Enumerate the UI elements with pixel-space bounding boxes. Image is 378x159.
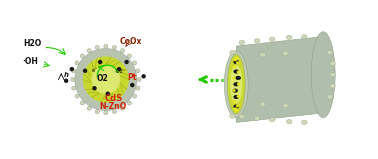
Polygon shape — [236, 37, 323, 122]
Ellipse shape — [120, 49, 124, 53]
Ellipse shape — [229, 50, 235, 55]
Text: h: h — [64, 72, 69, 78]
Ellipse shape — [235, 76, 241, 80]
Ellipse shape — [117, 67, 121, 71]
Text: ·OH: ·OH — [22, 57, 38, 66]
Ellipse shape — [75, 94, 79, 98]
Ellipse shape — [98, 60, 102, 64]
Ellipse shape — [301, 120, 307, 124]
Ellipse shape — [233, 104, 239, 109]
Ellipse shape — [232, 89, 235, 92]
Ellipse shape — [87, 49, 91, 53]
Text: e⁻: e⁻ — [92, 68, 98, 73]
Ellipse shape — [92, 86, 97, 90]
Ellipse shape — [232, 89, 238, 93]
Ellipse shape — [70, 67, 74, 71]
Ellipse shape — [330, 73, 336, 77]
Ellipse shape — [235, 57, 238, 60]
Ellipse shape — [75, 61, 79, 65]
Ellipse shape — [233, 100, 236, 103]
Text: N-ZnO: N-ZnO — [99, 102, 126, 111]
Ellipse shape — [104, 111, 108, 115]
Ellipse shape — [233, 66, 236, 68]
Ellipse shape — [286, 119, 292, 124]
Ellipse shape — [236, 61, 239, 64]
Ellipse shape — [64, 79, 68, 83]
Ellipse shape — [232, 77, 235, 80]
Ellipse shape — [80, 54, 84, 58]
Ellipse shape — [235, 109, 238, 112]
Text: ·O2⁻: ·O2⁻ — [114, 69, 126, 74]
Ellipse shape — [233, 82, 239, 86]
Ellipse shape — [80, 101, 84, 105]
Ellipse shape — [233, 69, 239, 74]
Ellipse shape — [127, 101, 132, 105]
Ellipse shape — [127, 54, 132, 58]
Ellipse shape — [234, 58, 237, 61]
Ellipse shape — [72, 86, 76, 90]
Ellipse shape — [330, 61, 336, 66]
Ellipse shape — [327, 95, 333, 99]
Ellipse shape — [237, 71, 240, 73]
Ellipse shape — [137, 77, 141, 82]
Ellipse shape — [301, 35, 307, 39]
Ellipse shape — [112, 45, 116, 49]
Ellipse shape — [130, 83, 135, 87]
Ellipse shape — [327, 50, 333, 55]
Ellipse shape — [230, 65, 242, 103]
Ellipse shape — [236, 104, 239, 107]
Ellipse shape — [260, 102, 266, 106]
Ellipse shape — [311, 32, 335, 118]
Ellipse shape — [141, 74, 146, 79]
Ellipse shape — [269, 37, 275, 41]
Text: CdS: CdS — [104, 94, 122, 103]
Text: Pt: Pt — [128, 73, 137, 82]
Ellipse shape — [91, 65, 120, 94]
Ellipse shape — [254, 116, 260, 121]
Ellipse shape — [224, 51, 248, 118]
Ellipse shape — [133, 94, 137, 98]
Ellipse shape — [87, 106, 91, 110]
Ellipse shape — [269, 118, 275, 122]
Ellipse shape — [233, 95, 239, 99]
Ellipse shape — [227, 55, 245, 114]
Ellipse shape — [95, 110, 99, 114]
Ellipse shape — [133, 61, 137, 65]
Ellipse shape — [239, 40, 245, 45]
Text: H2O: H2O — [23, 39, 41, 48]
Ellipse shape — [112, 110, 116, 114]
Ellipse shape — [237, 95, 240, 98]
Ellipse shape — [234, 107, 237, 110]
Text: O2: O2 — [97, 74, 109, 83]
Ellipse shape — [95, 45, 99, 49]
Ellipse shape — [83, 56, 129, 103]
Ellipse shape — [71, 77, 75, 82]
Ellipse shape — [260, 53, 266, 57]
Ellipse shape — [104, 44, 108, 48]
Ellipse shape — [105, 92, 110, 96]
Ellipse shape — [83, 69, 87, 73]
Ellipse shape — [72, 69, 76, 73]
Ellipse shape — [239, 114, 245, 119]
Ellipse shape — [254, 38, 260, 43]
Ellipse shape — [120, 106, 124, 110]
Ellipse shape — [136, 86, 140, 90]
Ellipse shape — [330, 84, 336, 88]
Text: CoOx: CoOx — [119, 37, 142, 45]
Ellipse shape — [136, 69, 140, 73]
Ellipse shape — [282, 51, 288, 55]
Ellipse shape — [124, 60, 129, 64]
Ellipse shape — [237, 83, 240, 86]
Ellipse shape — [282, 104, 288, 108]
Ellipse shape — [233, 60, 239, 64]
Ellipse shape — [286, 35, 292, 40]
Ellipse shape — [75, 48, 137, 111]
Ellipse shape — [229, 114, 235, 118]
